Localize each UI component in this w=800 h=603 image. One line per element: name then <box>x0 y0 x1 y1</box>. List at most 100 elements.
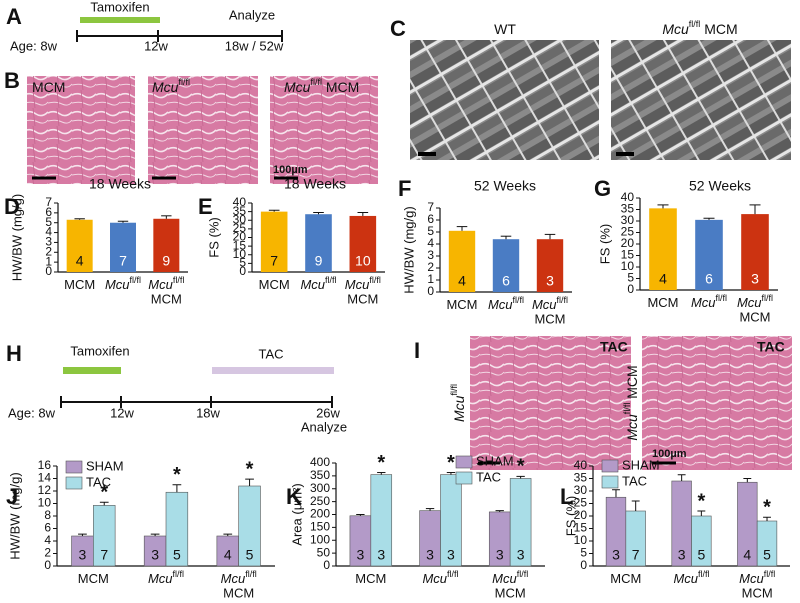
n-label: 4 <box>76 253 84 269</box>
legend-swatch <box>601 459 619 473</box>
legend-label: TAC <box>622 473 647 488</box>
y-tick-label: 15 <box>621 248 635 262</box>
y-tick-label: 5 <box>580 546 587 560</box>
y-tick-label: 5 <box>239 256 246 270</box>
n-label: 7 <box>119 253 127 269</box>
y-axis-label: Area (µm²) <box>289 483 304 545</box>
label-text: MCM <box>259 277 290 292</box>
label-sup: fl/fl <box>369 275 381 285</box>
y-tick-label: 5 <box>45 215 52 229</box>
panel-letter: L <box>560 484 573 509</box>
y-tick-label: 10 <box>621 259 635 273</box>
label-suffix: MCM <box>322 79 359 95</box>
y-tick-label: 10 <box>574 533 588 547</box>
y-tick-label: 6 <box>427 212 434 226</box>
y-axis-label: HW/BW (mg/g) <box>401 206 416 293</box>
x-tick-label: Mcufl/fl <box>300 275 336 292</box>
chart-title: 18 Weeks <box>89 176 151 192</box>
timeline-bar-label: TAC <box>258 346 283 361</box>
panel-letter: F <box>398 176 411 201</box>
legend-label: TAC <box>476 469 501 484</box>
y-tick-label: 400 <box>310 455 330 469</box>
label-text: Mcu <box>673 571 698 586</box>
y-tick-label: 150 <box>310 520 330 534</box>
y-tick-label: 1 <box>427 272 434 286</box>
label-sup: fl/fl <box>557 295 569 305</box>
timeline-label: Age: 8w <box>10 38 58 53</box>
image-tag: TAC <box>757 339 785 355</box>
legend-swatch <box>601 475 619 489</box>
y-tick-label: 25 <box>233 221 247 235</box>
panel-letter: G <box>594 176 611 201</box>
bar <box>695 219 723 290</box>
label-sup: fl/fl <box>325 275 337 285</box>
y-tick-label: 35 <box>574 471 588 485</box>
tamoxifen-bar <box>80 17 160 23</box>
n-label: 9 <box>162 253 170 269</box>
panel-letter: I <box>414 338 420 363</box>
timeline-label: Age: 8w <box>8 405 56 420</box>
legend-label: SHAM <box>476 453 514 468</box>
label-sup: fl/fl <box>245 569 257 579</box>
label-text: Mcu <box>284 79 311 95</box>
n-label: 3 <box>79 547 87 563</box>
panel-letter: H <box>6 341 22 366</box>
y-axis-label: FS (%) <box>206 217 221 257</box>
legend-label: TAC <box>86 474 111 489</box>
x-tick-label: MCM <box>739 309 770 324</box>
label-text: MCM <box>446 297 477 312</box>
label-text: MCM <box>32 79 65 95</box>
y-tick-label: 35 <box>233 204 247 218</box>
n-label: 3 <box>496 547 504 563</box>
label-sup: fl/fl <box>762 293 774 303</box>
image-label: Mcufl/fl MCM <box>284 77 359 94</box>
label-text: Mcu <box>451 395 467 422</box>
legend-swatch <box>455 455 473 469</box>
label-text: MCM <box>610 571 641 586</box>
y-tick-label: 7 <box>427 200 434 214</box>
x-tick-label: Mcufl/fl <box>422 569 458 586</box>
n-label: 7 <box>632 547 640 563</box>
y-tick-label: 3 <box>427 248 434 262</box>
x-tick-label: MCM <box>647 295 678 310</box>
timeline-label: 12w <box>144 38 168 53</box>
y-tick-label: 8 <box>44 508 51 522</box>
label-sup: fl/fl <box>513 295 525 305</box>
label-text: Mcu <box>152 79 179 95</box>
timeline-label: 12w <box>110 405 134 420</box>
micrograph <box>27 76 135 184</box>
x-tick-label: MCM <box>151 291 182 306</box>
n-label: 9 <box>315 253 323 269</box>
y-tick-label: 30 <box>233 212 247 226</box>
y-tick-label: 20 <box>621 236 635 250</box>
y-tick-label: 10 <box>233 247 247 261</box>
y-tick-label: 0 <box>45 264 52 278</box>
y-tick-label: 40 <box>621 190 635 204</box>
y-axis-label: FS (%) <box>597 224 612 264</box>
label-sup: fl/fl <box>130 275 142 285</box>
label-sup: fl/fl <box>178 77 190 87</box>
y-tick-label: 6 <box>44 521 51 535</box>
n-label: 3 <box>447 547 455 563</box>
n-label: 6 <box>705 271 713 287</box>
n-label: 3 <box>356 547 364 563</box>
timeline-end-label: Analyze <box>301 419 347 434</box>
x-tick-label: MCM <box>446 297 477 312</box>
panel-letter: J <box>6 484 18 509</box>
y-tick-label: 14 <box>38 471 52 485</box>
micrograph <box>642 336 792 470</box>
y-tick-label: 25 <box>621 225 635 239</box>
label-text: MCM <box>64 277 95 292</box>
significance-marker: * <box>697 490 705 512</box>
n-label: 7 <box>100 547 108 563</box>
x-tick-label: MCM <box>534 311 565 326</box>
panel-letter: A <box>6 4 22 29</box>
label-sup: fl/fl <box>449 384 459 396</box>
y-tick-label: 2 <box>427 260 434 274</box>
y-tick-label: 25 <box>574 496 588 510</box>
n-label: 3 <box>546 273 554 289</box>
y-tick-label: 35 <box>621 202 635 216</box>
image-tag: TAC <box>600 339 628 355</box>
x-tick-label: Mcufl/fl <box>221 569 257 586</box>
